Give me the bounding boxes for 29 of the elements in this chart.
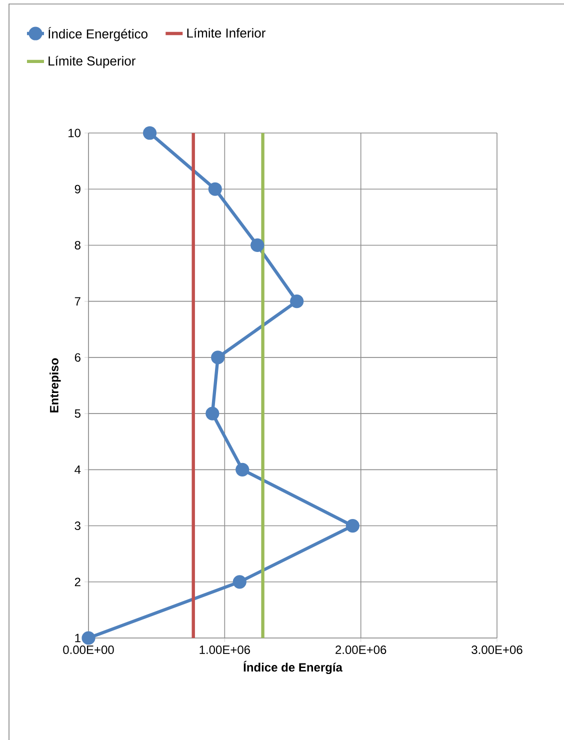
y-tick-label: 5: [74, 409, 80, 418]
point: [211, 350, 225, 364]
x-tick-label: 2.00E+06: [336, 646, 386, 654]
y-tick-label: 6: [74, 353, 80, 362]
point: [208, 182, 222, 196]
y-tick-label: 7: [74, 297, 80, 306]
point: [346, 518, 360, 533]
x-tick-label: 3.00E+06: [472, 646, 522, 654]
point: [142, 126, 157, 140]
legend-label: Índice Energético: [48, 27, 148, 42]
y-tick-label: 1: [75, 634, 80, 642]
point: [232, 575, 246, 589]
point: [290, 294, 304, 308]
point: [236, 462, 250, 476]
y-tick-label: 2: [74, 578, 80, 586]
legend-label: Límite Inferior: [187, 28, 266, 38]
point: [82, 631, 96, 645]
legend-label: Límite Superior: [48, 56, 136, 68]
point: [206, 406, 220, 420]
x-tick-label: 1.00E+06: [200, 646, 250, 654]
point: [250, 238, 264, 252]
y-tick-label: 9: [74, 184, 80, 194]
y-tick-label: 10: [68, 128, 81, 138]
y-tick-label: 8: [74, 240, 80, 250]
x-axis-title: Índice de Energía: [244, 660, 343, 674]
x-tick-label: 0.00E+00: [63, 646, 114, 654]
y-tick-label: 4: [74, 466, 81, 474]
y-axis-title: Entrepiso: [50, 358, 61, 412]
y-tick-label: 3: [74, 522, 80, 530]
